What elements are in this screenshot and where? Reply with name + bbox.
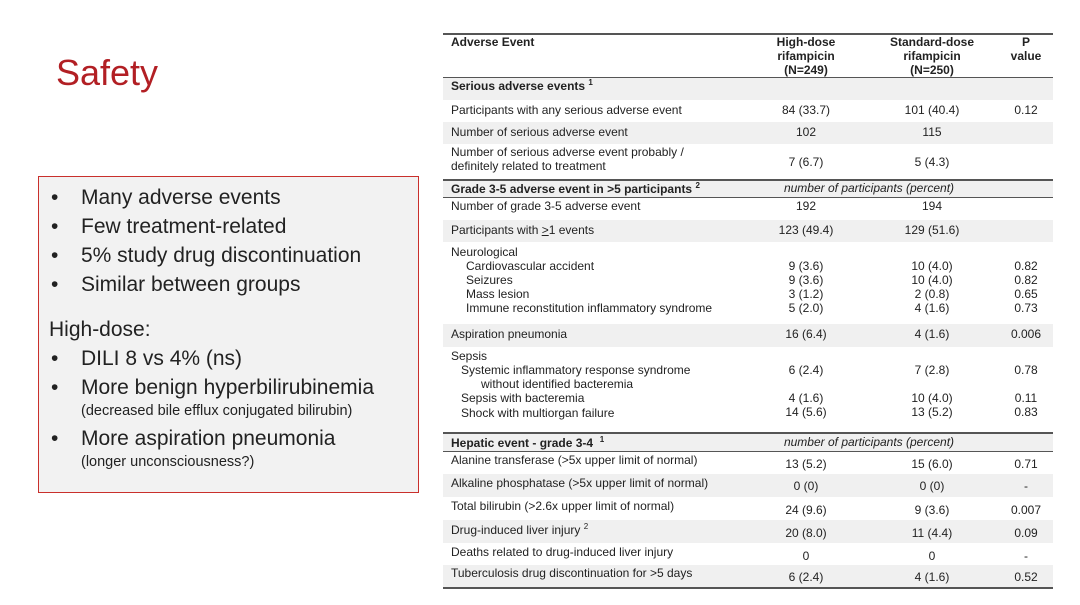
table-row: Number of serious adverse event probably…: [451, 145, 950, 173]
bullet: More benign hyperbilirubinemia(decreased…: [49, 373, 418, 420]
table-row: Tuberculosis drug discontinuation for >5…: [443, 565, 1053, 587]
bullet: Few treatment-related: [49, 212, 418, 241]
table-row: Number of grade 3-5 adverse event 192 194: [451, 199, 943, 213]
table-row: Number of serious adverse event 102 115: [443, 122, 1053, 144]
bullet: Many adverse events: [49, 183, 418, 212]
table-row: Deaths related to drug-induced liver inj…: [451, 545, 1028, 563]
section-hepatic: Hepatic event - grade 3-4 1 number of par…: [443, 434, 1053, 451]
table-row: Drug-induced liver injury 2 20 (8.0) 11 (4…: [443, 520, 1053, 543]
table-row: Alkaline phosphatase (>5x upper limit of…: [443, 474, 1053, 497]
table-row: Alanine transferase (>5x upper limit of …: [451, 453, 1038, 471]
summary-box: Many adverse events Few treatment-relate…: [38, 176, 419, 493]
neurological-group: Neurological Cardiovascular accident 9 (3…: [451, 245, 1038, 315]
section-grade: Grade 3-5 adverse event in >5 participan…: [443, 181, 1053, 197]
bullet: More aspiration pneumonia(longer unconsc…: [49, 424, 418, 471]
slide-title: Safety: [56, 52, 159, 93]
bullet: Similar between groups: [49, 270, 418, 299]
table-row: Participants with >1 events 123 (49.4) 129…: [443, 220, 1053, 242]
high-dose-heading: High-dose:: [49, 318, 151, 341]
table-row: Aspiration pneumonia 16 (6.4) 4 (1.6) 0.006: [443, 324, 1053, 347]
section-serious: Serious adverse events 1: [443, 78, 1053, 100]
sepsis-group: Sepsis Systemic inflammatory response sy…: [451, 349, 1038, 420]
bullet: 5% study drug discontinuation: [49, 241, 418, 270]
table-header: Adverse Event High-dose rifampicin (N=249)…: [451, 35, 1042, 77]
bullet: DILI 8 vs 4% (ns): [49, 344, 418, 373]
table-row: Participants with any serious adverse ev…: [451, 103, 1038, 117]
table-row: Total bilirubin (>2.6x upper limit of no…: [451, 499, 1042, 517]
